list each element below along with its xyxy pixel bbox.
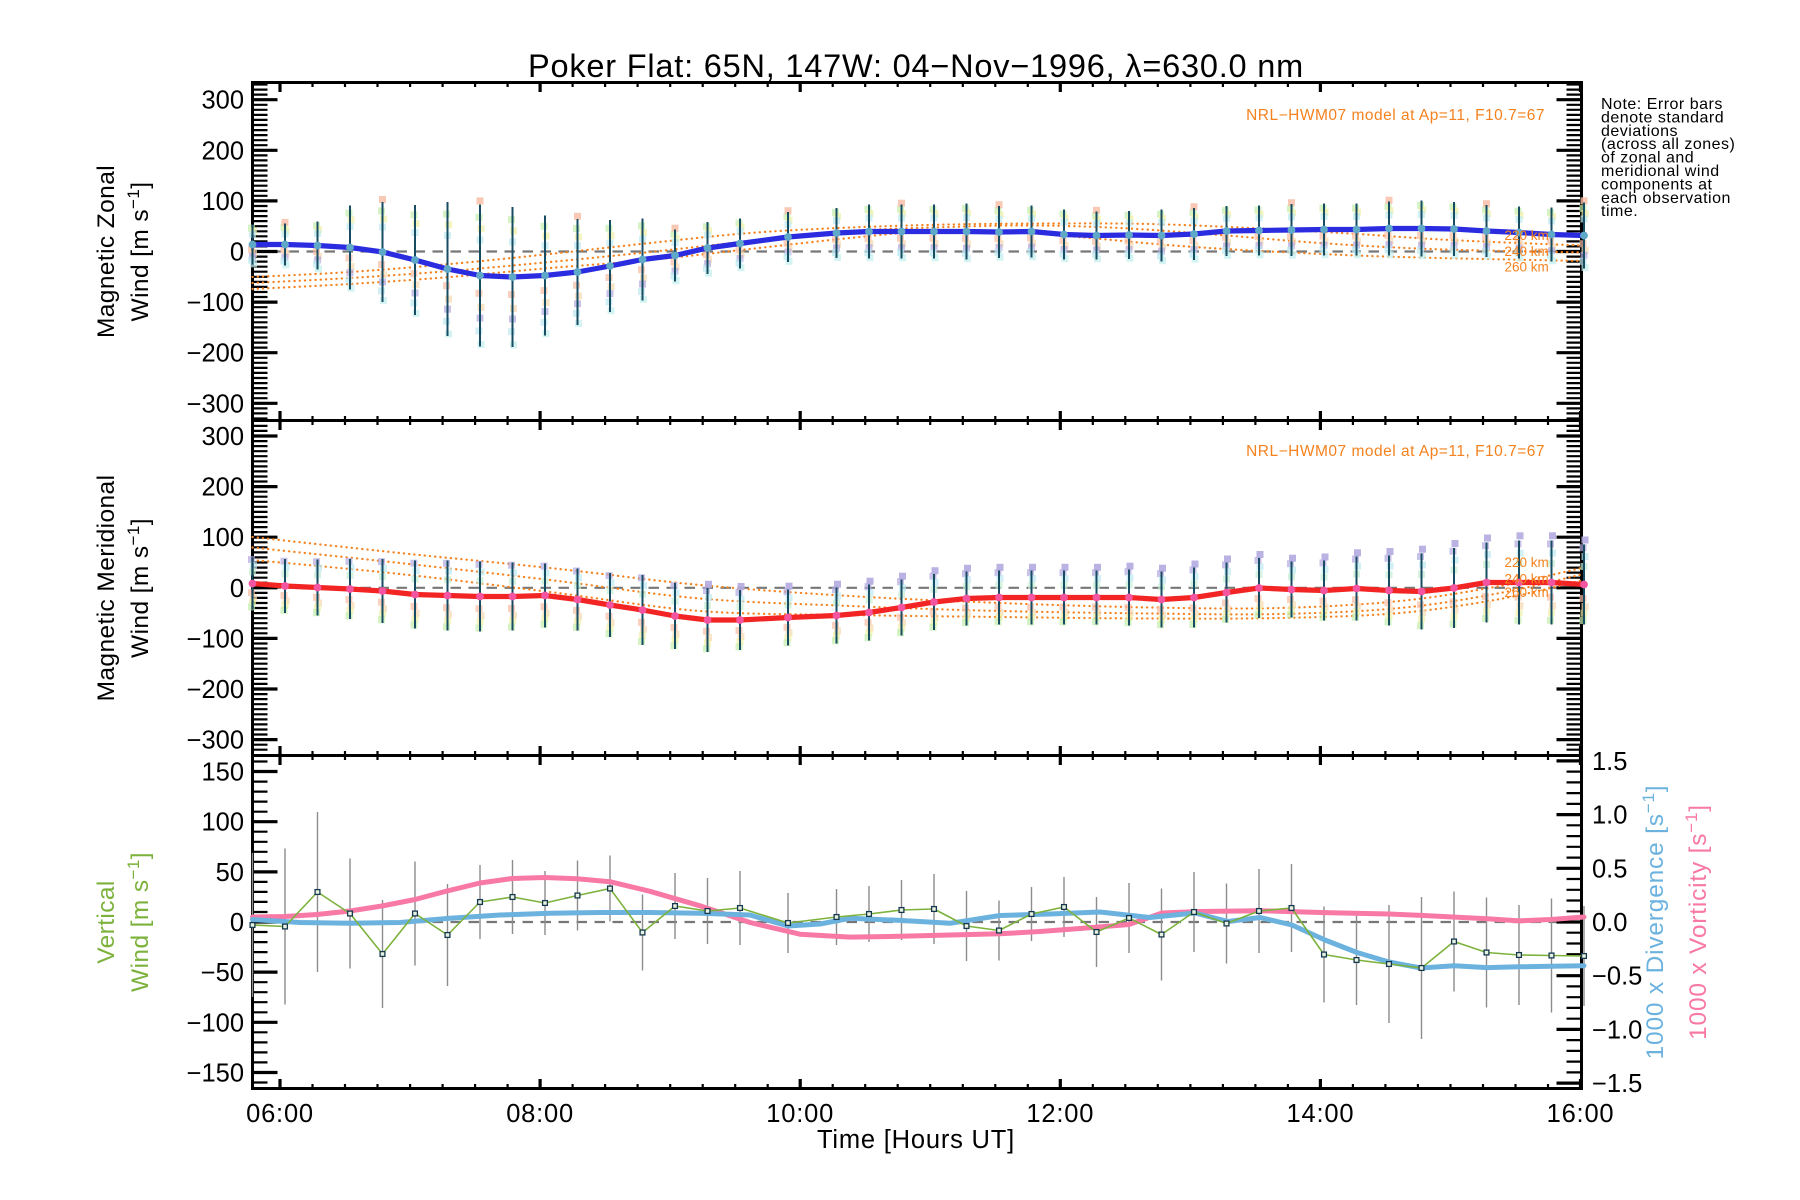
svg-text:Time [Hours UT]: Time [Hours UT] xyxy=(817,1126,1015,1154)
svg-text:200: 200 xyxy=(201,137,244,165)
svg-text:−200: −200 xyxy=(187,676,244,704)
svg-text:1000 x Vorticity [s−1]: 1000 x Vorticity [s−1] xyxy=(1682,804,1712,1040)
svg-text:denote standard: denote standard xyxy=(1601,109,1724,126)
svg-text:−0.5: −0.5 xyxy=(1592,963,1642,991)
svg-text:240 km: 240 km xyxy=(1505,244,1549,259)
svg-text:300: 300 xyxy=(201,423,244,451)
svg-text:meridional wind: meridional wind xyxy=(1601,163,1720,180)
svg-text:50: 50 xyxy=(216,859,244,887)
svg-text:−1.5: −1.5 xyxy=(1592,1070,1642,1098)
svg-text:260 km: 260 km xyxy=(1505,585,1549,600)
svg-text:−300: −300 xyxy=(187,390,244,418)
svg-text:300: 300 xyxy=(201,87,244,115)
svg-text:−100: −100 xyxy=(187,289,244,317)
svg-text:100: 100 xyxy=(201,188,244,216)
svg-text:08:00: 08:00 xyxy=(506,1100,574,1128)
svg-text:06:00: 06:00 xyxy=(246,1100,314,1128)
svg-text:Magnetic Zonal: Magnetic Zonal xyxy=(93,165,120,338)
svg-text:time.: time. xyxy=(1601,203,1638,220)
svg-text:14:00: 14:00 xyxy=(1286,1100,1354,1128)
svg-text:−200: −200 xyxy=(187,340,244,368)
svg-text:0.0: 0.0 xyxy=(1592,909,1627,937)
svg-text:each observation: each observation xyxy=(1601,190,1731,207)
svg-text:of zonal and: of zonal and xyxy=(1601,150,1694,167)
svg-text:100: 100 xyxy=(201,809,244,837)
svg-text:240 km: 240 km xyxy=(1505,571,1549,586)
svg-text:1000 x Divergence [s−1]: 1000 x Divergence [s−1] xyxy=(1639,785,1669,1060)
svg-text:Wind [m s−1]: Wind [m s−1] xyxy=(124,182,154,322)
svg-text:−300: −300 xyxy=(187,727,244,755)
svg-text:1.5: 1.5 xyxy=(1592,748,1627,776)
svg-text:−50: −50 xyxy=(201,959,244,987)
svg-text:Vertical: Vertical xyxy=(93,880,120,964)
svg-text:−100: −100 xyxy=(187,1009,244,1037)
svg-text:Poker Flat: 65N, 147W: 04−Nov−: Poker Flat: 65N, 147W: 04−Nov−1996, λ=63… xyxy=(528,48,1304,84)
svg-text:200: 200 xyxy=(201,474,244,502)
svg-text:100: 100 xyxy=(201,524,244,552)
svg-text:−1.0: −1.0 xyxy=(1592,1016,1642,1044)
svg-text:NRL−HWM07 model at Ap=11, F10.: NRL−HWM07 model at Ap=11, F10.7=67 xyxy=(1246,443,1545,460)
svg-text:0: 0 xyxy=(230,239,244,267)
svg-text:220 km: 220 km xyxy=(1505,555,1549,570)
svg-text:−150: −150 xyxy=(187,1060,244,1088)
svg-text:0.5: 0.5 xyxy=(1592,855,1627,883)
svg-text:NRL−HWM07 model at Ap=11, F10.: NRL−HWM07 model at Ap=11, F10.7=67 xyxy=(1246,107,1545,124)
svg-text:220 km: 220 km xyxy=(1505,228,1549,243)
svg-text:Note: Error bars: Note: Error bars xyxy=(1601,96,1723,113)
svg-text:0: 0 xyxy=(230,909,244,937)
svg-text:260 km: 260 km xyxy=(1505,260,1549,275)
svg-text:Magnetic Meridional: Magnetic Meridional xyxy=(93,475,120,702)
svg-text:150: 150 xyxy=(201,759,244,787)
svg-text:−100: −100 xyxy=(187,625,244,653)
svg-text:0: 0 xyxy=(230,575,244,603)
svg-text:components at: components at xyxy=(1601,176,1713,193)
svg-text:16:00: 16:00 xyxy=(1547,1100,1615,1128)
svg-text:deviations: deviations xyxy=(1601,123,1678,140)
svg-text:(across all zones): (across all zones) xyxy=(1601,136,1735,153)
svg-text:10:00: 10:00 xyxy=(766,1100,834,1128)
svg-text:1.0: 1.0 xyxy=(1592,802,1627,830)
svg-text:12:00: 12:00 xyxy=(1026,1100,1094,1128)
